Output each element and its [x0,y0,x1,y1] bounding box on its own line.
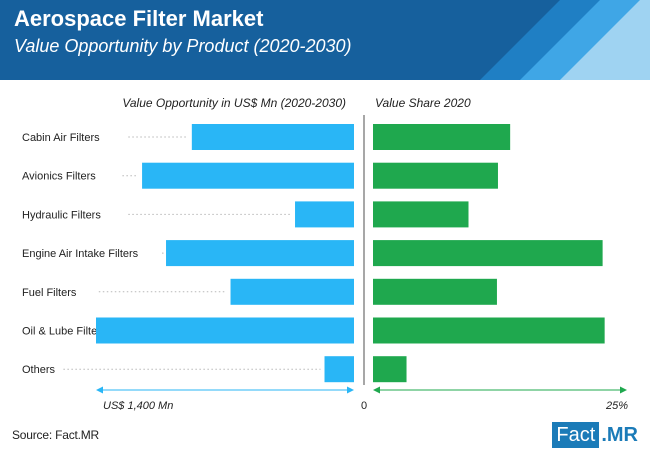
value-share-bar [373,201,469,228]
value-share-bar [373,356,407,383]
right-axis-max-label: 25% [605,400,628,412]
logo-dot: . [601,423,607,446]
logo-mr: MR [606,423,638,446]
value-share-bar [373,162,498,189]
category-label: Hydraulic Filters [22,209,101,221]
value-opportunity-bar [191,124,354,150]
category-label: Fuel Filters [22,287,77,299]
header-decoration [480,0,650,80]
value-share-bar [373,317,605,344]
category-label: Engine Air Intake Filters [22,248,139,260]
left-axis-arrow-start [96,386,103,394]
right-axis-arrow-end [620,386,627,394]
right-panel-title: Value Share 2020 [375,96,471,110]
header-banner: Aerospace Filter Market Value Opportunit… [0,0,650,80]
source-note: Source: Fact.MR [12,428,100,442]
value-opportunity-bar [166,240,354,267]
page-title: Aerospace Filter Market [14,6,264,31]
value-opportunity-bar [324,356,354,383]
category-label: Cabin Air Filters [22,132,100,144]
chart-area: Value Opportunity in US$ Mn (2020-2030) V… [22,96,628,412]
value-opportunity-bar [230,278,354,305]
category-label: Others [22,364,56,376]
category-label: Avionics Filters [22,171,96,183]
axis-zero-label: 0 [361,400,367,412]
left-axis-max-label: US$ 1,400 Mn [103,400,173,412]
value-share-bar [373,124,511,150]
category-label: Oil & Lube Filters [22,326,107,338]
page-subtitle: Value Opportunity by Product (2020-2030) [14,36,352,56]
right-axis-arrow-start [373,386,380,394]
factmr-logo: Fact . MR [552,422,638,448]
value-share-bar [373,278,497,305]
left-axis-arrow-end [347,386,354,394]
value-share-bar [373,240,603,267]
value-opportunity-bar [96,317,354,344]
left-panel-title: Value Opportunity in US$ Mn (2020-2030) [122,96,346,110]
logo-fact: Fact [552,422,600,448]
value-opportunity-bar [142,162,354,189]
value-opportunity-bar [295,201,354,228]
